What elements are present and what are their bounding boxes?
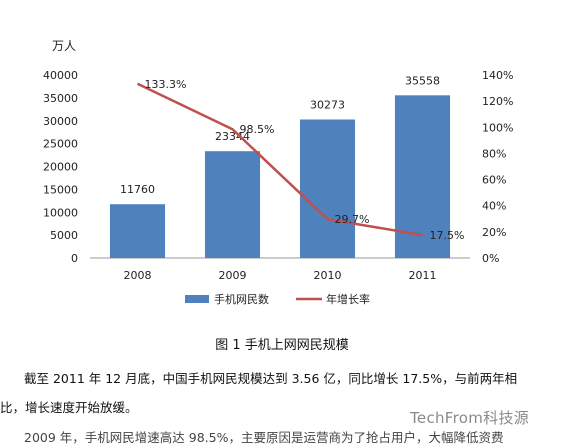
paragraph-line-1: 截至 2011 年 12 月底，中国手机网民规模达到 3.56 亿，同比增长 1… — [24, 371, 518, 386]
x-tick-label: 2010 — [314, 269, 342, 282]
growth-rate-label: 133.3% — [145, 78, 187, 91]
left-tick-label: 30000 — [43, 115, 78, 128]
left-tick-label: 10000 — [43, 206, 78, 219]
bar — [204, 151, 261, 258]
right-tick-label: 40% — [482, 200, 506, 213]
paragraph-line-2: 比，增长速度开始放缓。 — [0, 400, 138, 415]
bar — [299, 119, 356, 258]
left-tick-label: 0 — [71, 252, 78, 265]
left-tick-label: 20000 — [43, 161, 78, 174]
bar-series — [109, 95, 451, 259]
watermark: TechFrom科技源 — [410, 409, 530, 427]
bar — [109, 204, 166, 258]
chart: 万人 0 5000 10000 15000 20000 25000 30000 35000 40… — [43, 39, 513, 306]
right-tick-label: 0% — [482, 252, 499, 265]
right-tick-label: 120% — [482, 95, 513, 108]
right-tick-label: 100% — [482, 121, 513, 134]
right-tick-label: 140% — [482, 69, 513, 82]
left-tick-label: 5000 — [50, 229, 78, 242]
x-axis: 2008 2009 2010 2011 — [124, 269, 437, 282]
paragraph-line-3: 2009 年，手机网民增速高达 98.5%，主要原因是运营商为了抢占用户，大幅降… — [24, 430, 504, 445]
right-axis: 0% 20% 40% 60% 80% 100% 120% 140% — [482, 69, 513, 265]
figure-caption: 图 1 手机上网网民规模 — [215, 338, 349, 353]
left-tick-label: 40000 — [43, 69, 78, 82]
right-tick-label: 20% — [482, 226, 506, 239]
left-axis-unit: 万人 — [52, 39, 76, 53]
left-tick-label: 25000 — [43, 138, 78, 151]
legend-bar-label: 手机网民数 — [214, 292, 269, 306]
bar-value-label: 35558 — [405, 74, 440, 87]
legend: 手机网民数 年增长率 — [185, 292, 370, 306]
legend-line-label: 年增长率 — [326, 292, 370, 306]
left-tick-label: 35000 — [43, 92, 78, 105]
right-tick-label: 80% — [482, 147, 506, 160]
bar-value-label: 23344 — [215, 130, 250, 143]
x-tick-label: 2009 — [219, 269, 247, 282]
bar-value-labels: 11760 23344 30273 35558 — [120, 74, 440, 196]
left-tick-label: 15000 — [43, 183, 78, 196]
growth-rate-label: 17.5% — [430, 229, 465, 242]
left-axis: 0 5000 10000 15000 20000 25000 30000 35000 40000 — [43, 69, 78, 265]
growth-rate-label: 29.7% — [335, 213, 370, 226]
bar-value-label: 30273 — [310, 99, 345, 112]
growth-rate-label: 98.5% — [240, 123, 275, 136]
x-tick-label: 2011 — [409, 269, 437, 282]
legend-bar-swatch — [185, 295, 209, 303]
bar-value-label: 11760 — [120, 183, 155, 196]
right-tick-label: 60% — [482, 174, 506, 187]
growth-rate-labels: 133.3% 98.5% 29.7% 17.5% — [145, 78, 465, 242]
growth-rate-line — [136, 82, 423, 237]
x-tick-label: 2008 — [124, 269, 152, 282]
